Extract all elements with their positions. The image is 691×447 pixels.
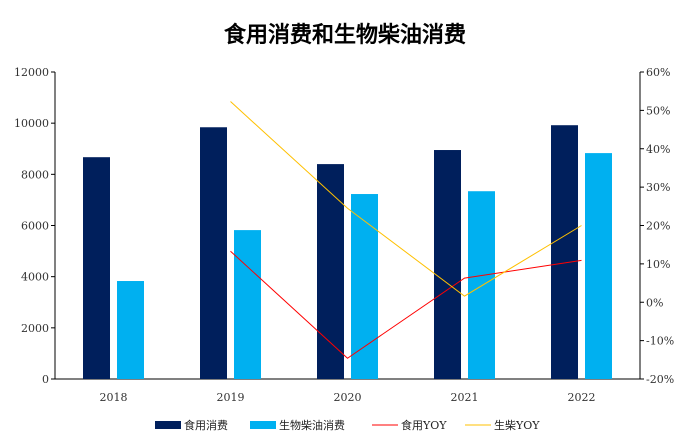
x-tick-label: 2022 xyxy=(568,391,596,404)
y2-tick-label: -20% xyxy=(646,373,674,386)
y-tick-label: 2000 xyxy=(21,322,49,335)
legend-swatch xyxy=(155,421,181,429)
y2-tick-label: 40% xyxy=(646,143,670,156)
y2-tick-label: 0% xyxy=(646,296,663,309)
y2-tick-label: 30% xyxy=(646,181,670,194)
x-tick-label: 2021 xyxy=(451,391,479,404)
legend-label: 生物柴油消费 xyxy=(279,418,345,432)
line-biodiesel-yoy xyxy=(230,101,582,297)
bar-biodiesel xyxy=(351,194,378,379)
line-food-yoy xyxy=(230,250,582,359)
y-tick-label: 6000 xyxy=(21,220,49,233)
legend-label: 生柴YOY xyxy=(494,418,540,432)
x-tick-label: 2019 xyxy=(217,391,245,404)
bar-biodiesel xyxy=(234,230,261,379)
y-tick-label: 0 xyxy=(42,373,49,386)
x-tick-label: 2018 xyxy=(100,391,128,404)
bar-food xyxy=(200,127,227,379)
bar-biodiesel xyxy=(117,281,144,379)
bar-food xyxy=(434,150,461,379)
y-tick-label: 12000 xyxy=(14,66,49,79)
bar-food xyxy=(317,164,344,379)
y2-tick-label: 10% xyxy=(646,258,670,271)
bar-biodiesel xyxy=(468,191,495,379)
bar-biodiesel xyxy=(585,153,612,379)
x-tick-label: 2020 xyxy=(334,391,362,404)
y2-tick-label: 20% xyxy=(646,220,670,233)
y-tick-label: 10000 xyxy=(14,117,49,130)
y-tick-label: 4000 xyxy=(21,271,49,284)
y-tick-label: 8000 xyxy=(21,168,49,181)
legend-swatch xyxy=(250,421,276,429)
chart-title: 食用消费和生物柴油消费 xyxy=(224,22,466,48)
bar-food xyxy=(83,157,110,379)
y2-tick-label: 60% xyxy=(646,66,670,79)
legend-label: 食用YOY xyxy=(401,418,447,432)
legend-label: 食用消费 xyxy=(184,418,228,432)
y2-tick-label: -10% xyxy=(646,335,674,348)
bar-food xyxy=(551,125,578,379)
y2-tick-label: 50% xyxy=(646,104,670,117)
